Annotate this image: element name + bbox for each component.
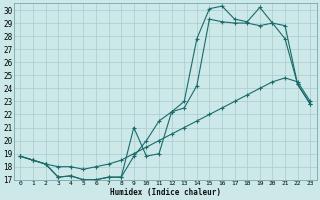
X-axis label: Humidex (Indice chaleur): Humidex (Indice chaleur) xyxy=(110,188,221,197)
